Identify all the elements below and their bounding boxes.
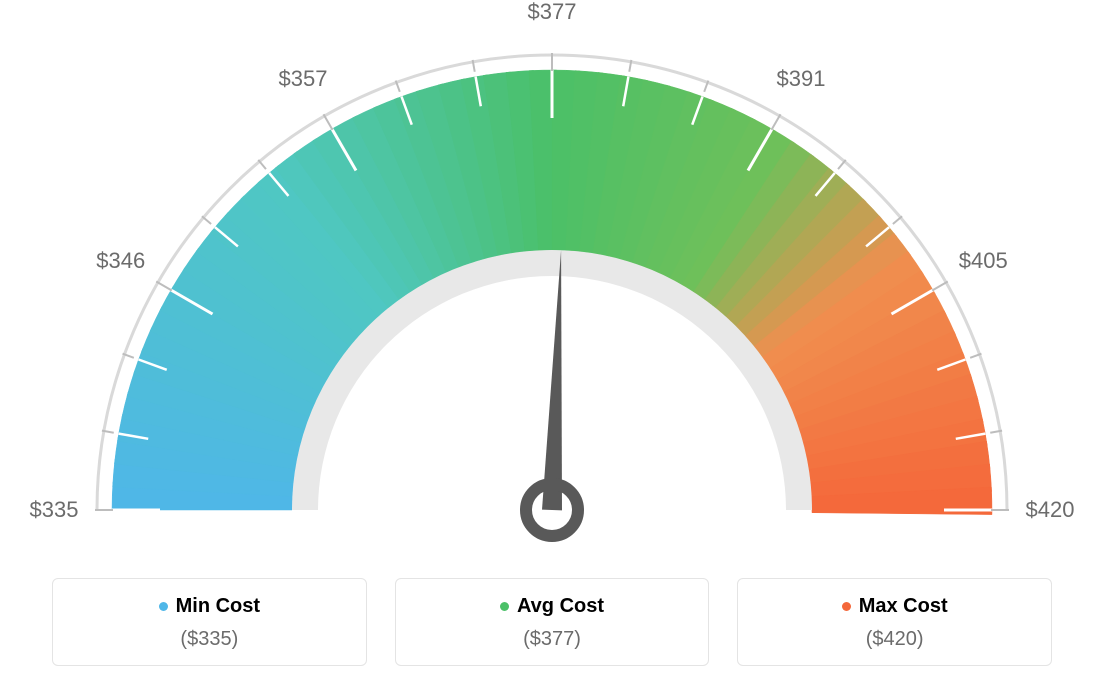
legend-max-title: Max Cost xyxy=(842,595,948,618)
legend-min-box: Min Cost ($335) xyxy=(52,578,367,666)
gauge-tick-label: $420 xyxy=(1026,497,1075,523)
legend-min-title: Min Cost xyxy=(159,595,260,618)
legend-min-dot xyxy=(159,602,168,611)
chart-container: $335 $346 $357 $377 $391 $405 $420 Min Cost ($… xyxy=(0,0,1104,690)
legend-avg-dot xyxy=(500,602,509,611)
gauge-tick-label: $346 xyxy=(96,248,145,274)
legend-avg-value: ($377) xyxy=(406,628,699,651)
gauge-tick-label: $357 xyxy=(279,66,328,92)
legend-min-value: ($335) xyxy=(63,628,356,651)
legend-max-label: Max Cost xyxy=(859,595,948,618)
gauge-svg xyxy=(0,0,1104,560)
legend-row: Min Cost ($335) Avg Cost ($377) Max Cost… xyxy=(52,578,1052,666)
legend-avg-label: Avg Cost xyxy=(517,595,604,618)
legend-avg-box: Avg Cost ($377) xyxy=(395,578,710,666)
legend-max-box: Max Cost ($420) xyxy=(737,578,1052,666)
gauge-tick-label: $335 xyxy=(30,497,79,523)
gauge-area: $335 $346 $357 $377 $391 $405 $420 xyxy=(0,0,1104,560)
gauge-tick-label: $377 xyxy=(528,0,577,25)
legend-max-dot xyxy=(842,602,851,611)
legend-max-value: ($420) xyxy=(748,628,1041,651)
gauge-tick-label: $391 xyxy=(777,66,826,92)
legend-avg-title: Avg Cost xyxy=(500,595,604,618)
legend-min-label: Min Cost xyxy=(176,595,260,618)
gauge-tick-label: $405 xyxy=(959,248,1008,274)
